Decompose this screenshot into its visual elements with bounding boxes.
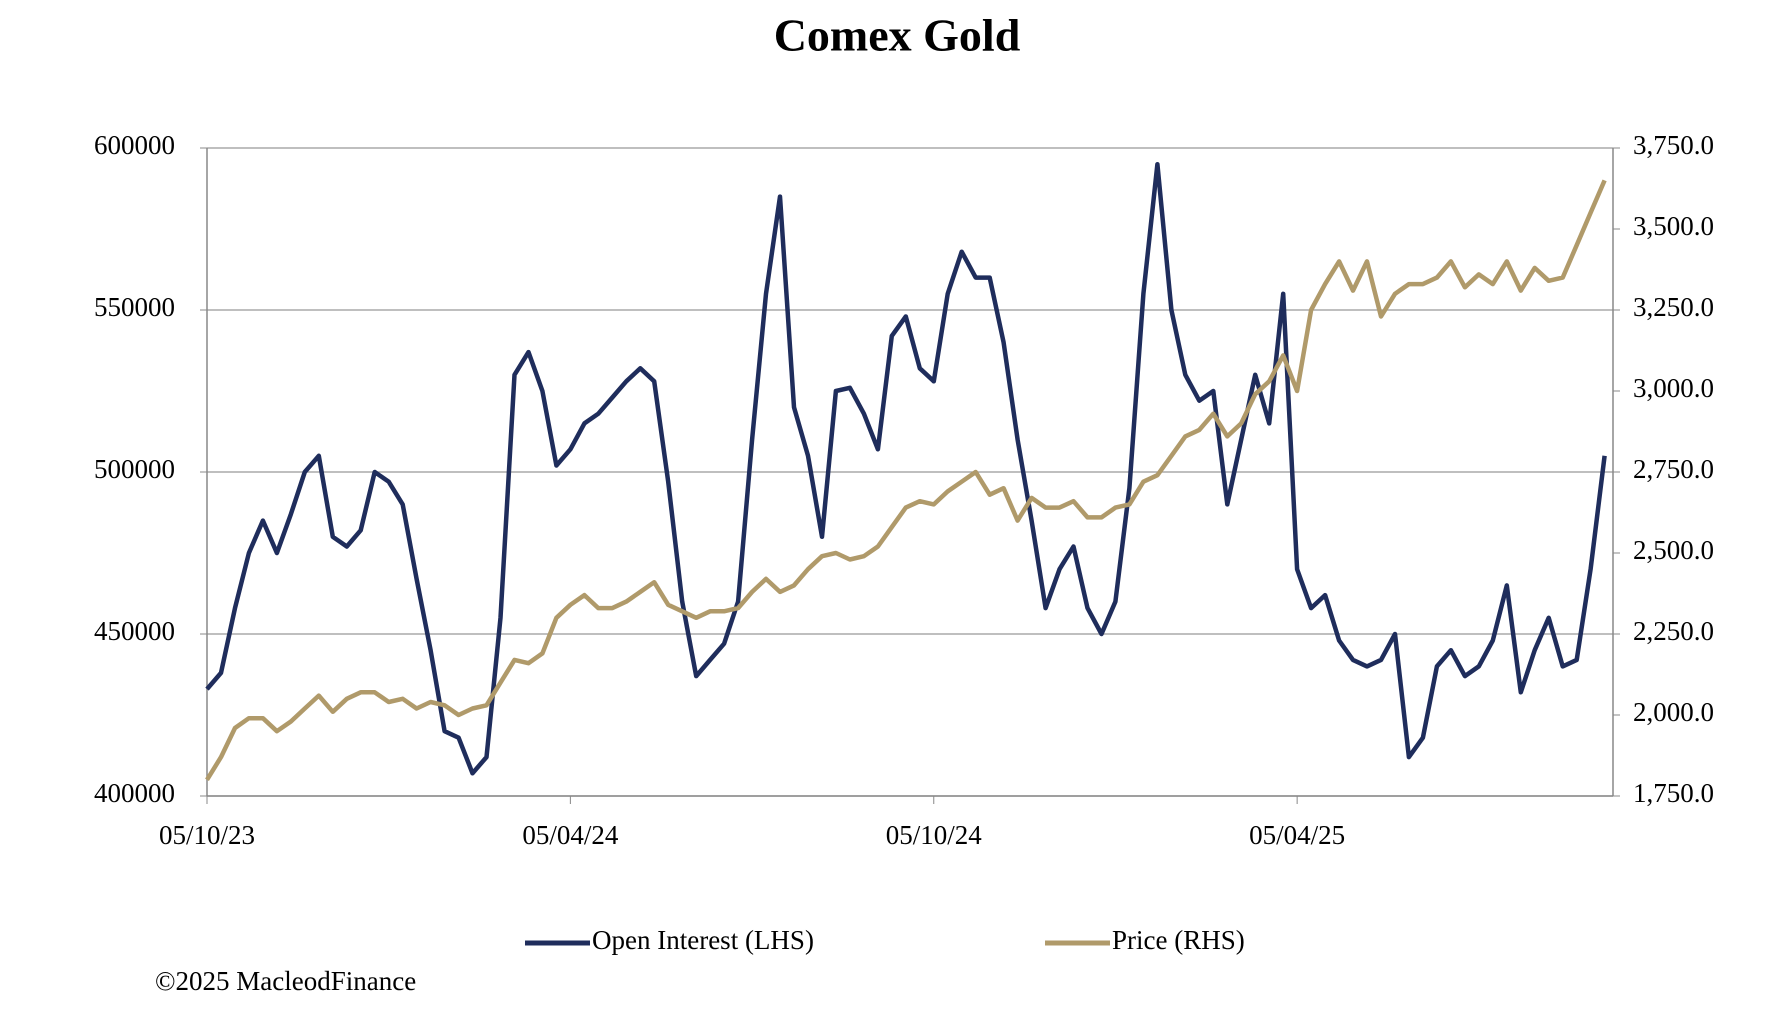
y2-tick-label: 3,500.0	[1633, 211, 1714, 241]
y2-tick-label: 1,750.0	[1633, 778, 1714, 808]
x-tick-label: 05/04/25	[1249, 820, 1345, 850]
legend-label: Price (RHS)	[1112, 925, 1245, 955]
y2-tick-label: 2,500.0	[1633, 535, 1714, 565]
y-tick-label: 500000	[94, 454, 175, 484]
chart-title: Comex Gold	[774, 10, 1021, 61]
y2-tick-label: 2,250.0	[1633, 616, 1714, 646]
y2-tick-label: 3,000.0	[1633, 373, 1714, 403]
series-line	[205, 161, 1607, 776]
series-line	[205, 179, 1607, 781]
y-tick-label: 600000	[94, 130, 175, 160]
legend-label: Open Interest (LHS)	[592, 925, 814, 955]
y2-tick-label: 2,000.0	[1633, 697, 1714, 727]
y-tick-label: 450000	[94, 616, 175, 646]
x-tick-label: 05/04/24	[522, 820, 619, 850]
y-tick-label: 400000	[94, 778, 175, 808]
x-tick-label: 05/10/23	[159, 820, 255, 850]
footer: ©2025 MacleodFinance	[155, 966, 416, 996]
y-tick-label: 550000	[94, 292, 175, 322]
y2-tick-label: 3,750.0	[1633, 130, 1714, 160]
y2-tick-label: 2,750.0	[1633, 454, 1714, 484]
y2-tick-label: 3,250.0	[1633, 292, 1714, 322]
x-tick-label: 05/10/24	[886, 820, 983, 850]
